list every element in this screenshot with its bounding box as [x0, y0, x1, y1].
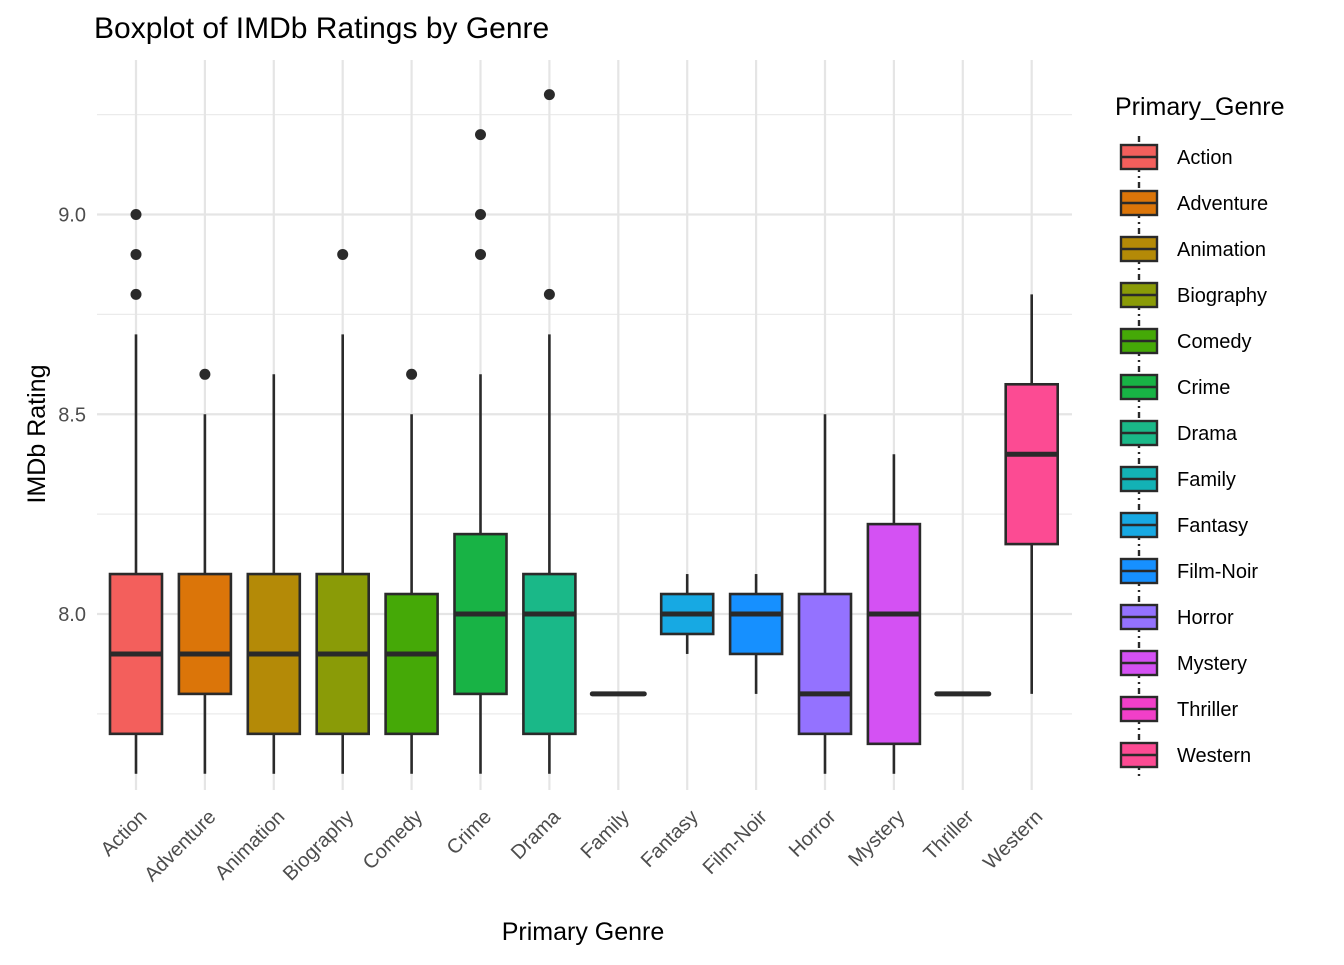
box-iqr [728, 592, 784, 656]
legend-label: Biography [1177, 285, 1267, 307]
y-axis-label: IMDb Rating [23, 365, 51, 504]
x-tick-label: Film-Noir [699, 806, 772, 879]
outlier-point [406, 368, 418, 380]
box-iqr [522, 572, 577, 736]
outlier-point [199, 368, 211, 380]
legend-label: Horror [1177, 607, 1234, 629]
outlier-point [130, 248, 142, 260]
outlier-point [475, 209, 486, 220]
legend-item-thriller: Thriller [1119, 688, 1238, 730]
legend-item-fantasy: Fantasy [1119, 504, 1248, 546]
legend-item-family: Family [1119, 458, 1236, 500]
legend-item-action: Action [1119, 136, 1233, 178]
legend-label: Drama [1177, 423, 1238, 445]
y-axis-ticks: 8.0 8.5 9.0 [58, 205, 86, 627]
legend-item-comedy: Comedy [1119, 320, 1251, 362]
box-crime [453, 129, 508, 774]
x-tick-label: Animation [211, 806, 289, 884]
legend-label: Crime [1177, 377, 1230, 399]
box-action [108, 209, 164, 774]
box-iqr [384, 592, 439, 736]
legend-item-drama: Drama [1119, 412, 1238, 454]
box-drama [522, 89, 577, 774]
x-tick-label: Drama [507, 805, 566, 864]
legend-label: Western [1177, 745, 1251, 767]
box-iqr [177, 572, 233, 696]
box-adventure [177, 368, 233, 774]
x-tick-label: Fantasy [637, 806, 703, 872]
legend-label: Thriller [1177, 699, 1238, 721]
y-tick-label: 8.5 [58, 404, 86, 426]
legend-item-adventure: Adventure [1119, 182, 1268, 224]
grid [97, 60, 1072, 790]
legend-item-crime: Crime [1119, 366, 1230, 408]
legend-label: Fantasy [1177, 515, 1248, 537]
box-animation [246, 374, 302, 774]
box-mystery [866, 454, 922, 774]
x-tick-label: Western [979, 806, 1047, 874]
legend-label: Comedy [1177, 331, 1251, 353]
box-horror [797, 414, 853, 774]
x-axis-label: Primary Genre [502, 918, 665, 946]
box-biography [315, 248, 371, 774]
outlier-point [543, 288, 555, 300]
outlier-point [543, 89, 555, 101]
legend: Action Adventure Animation Biography Comedy C… [1119, 136, 1268, 776]
outlier-point [475, 129, 486, 141]
legend-label: Mystery [1177, 653, 1247, 675]
box-iqr [866, 522, 922, 746]
box-film-noir [728, 574, 784, 694]
x-tick-label: Adventure [140, 806, 220, 886]
x-tick-label: Biography [279, 806, 358, 885]
x-tick-label: Family [577, 806, 634, 863]
y-tick-label: 8.0 [58, 604, 86, 626]
x-tick-label: Horror [785, 806, 841, 862]
x-tick-label: Mystery [844, 806, 909, 871]
box-western [1004, 294, 1060, 694]
outlier-point [337, 248, 349, 260]
boxes [108, 89, 1060, 774]
legend-label: Film-Noir [1177, 561, 1258, 583]
outlier-point [130, 209, 142, 220]
legend-item-mystery: Mystery [1119, 642, 1247, 684]
legend-item-horror: Horror [1119, 596, 1234, 638]
x-tick-label: Thriller [920, 806, 979, 865]
x-tick-label: Action [97, 806, 152, 861]
legend-label: Animation [1177, 239, 1266, 261]
outlier-point [475, 248, 486, 260]
box-iqr [1004, 382, 1060, 546]
legend-item-film-noir: Film-Noir [1119, 550, 1258, 592]
legend-title: Primary_Genre [1115, 93, 1285, 121]
chart-title: Boxplot of IMDb Ratings by Genre [94, 12, 549, 45]
x-tick-label: Crime [443, 806, 496, 859]
legend-item-western: Western [1119, 734, 1251, 776]
box-iqr [797, 592, 853, 736]
outlier-point [130, 288, 142, 300]
legend-label: Adventure [1177, 193, 1268, 215]
x-tick-label: Comedy [359, 806, 427, 874]
legend-item-biography: Biography [1119, 274, 1267, 316]
box-comedy [384, 368, 439, 774]
legend-label: Action [1177, 147, 1233, 169]
box-fantasy [659, 574, 715, 654]
legend-label: Family [1177, 469, 1236, 491]
legend-item-animation: Animation [1119, 228, 1266, 270]
y-tick-label: 9.0 [58, 205, 86, 227]
